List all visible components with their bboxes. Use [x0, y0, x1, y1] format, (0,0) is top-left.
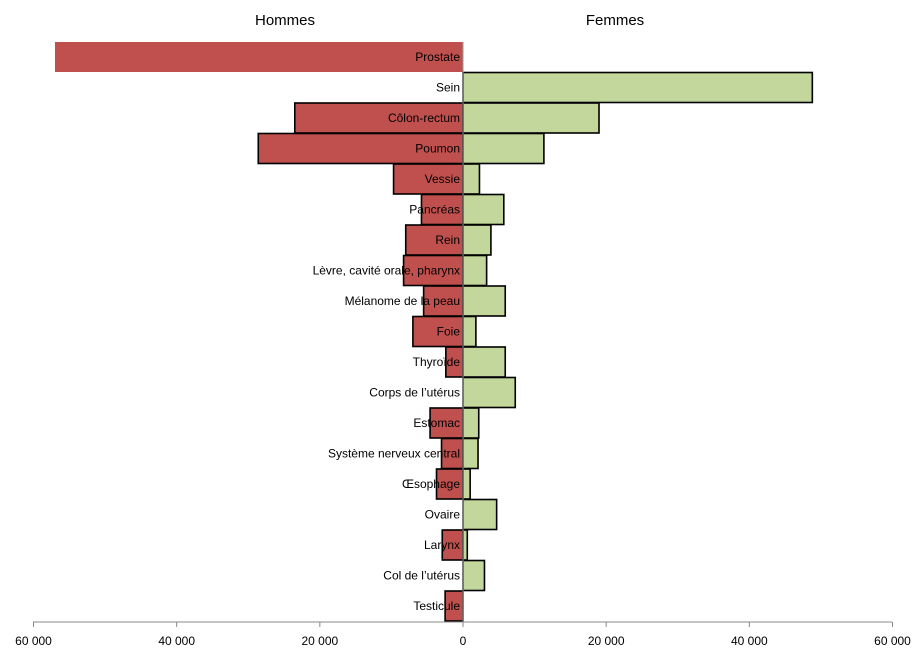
bar-femmes-sophage — [462, 468, 471, 500]
x-tick-label: 20 000 — [301, 634, 338, 648]
category-label-colon-rectum: Côlon-rectum — [388, 111, 460, 125]
x-tick-label: 60 000 — [15, 634, 52, 648]
category-label-foie: Foie — [437, 325, 461, 339]
bar-femmes-colon-rectum — [462, 102, 600, 134]
category-label-sein: Sein — [436, 81, 460, 95]
category-label-testicule: Testicule — [413, 599, 460, 613]
bars-femmes — [462, 71, 814, 592]
x-tick-label: 0 — [460, 634, 467, 648]
bar-femmes-thyroide — [462, 346, 507, 378]
bar-hommes-levre-cavite-orale-pharynx — [402, 254, 464, 287]
bar-femmes-foie — [462, 315, 477, 348]
category-label-pancreas: Pancréas — [409, 203, 460, 217]
category-label-vessie: Vessie — [425, 172, 461, 186]
bar-femmes-sein — [462, 71, 814, 104]
bar-femmes-pancreas — [462, 193, 505, 226]
category-label-systeme-nerveux-central: Système nerveux central — [328, 447, 460, 461]
bars-hommes — [54, 42, 464, 622]
bar-hommes-colon-rectum — [293, 102, 464, 134]
category-label-sophage: Œsophage — [402, 477, 460, 491]
bar-femmes-ovaire — [462, 498, 498, 531]
bar-femmes-poumon — [462, 132, 545, 165]
category-label-thyroide: Thyroïde — [413, 355, 461, 369]
category-label-ovaire: Ovaire — [425, 508, 461, 522]
series-heading-femmes: Femmes — [586, 12, 644, 29]
bar-femmes-rein — [462, 224, 492, 256]
bar-femmes-melanome-de-la-peau — [462, 285, 507, 317]
bar-hommes-prostate — [54, 42, 463, 72]
bar-femmes-col-de-l-uterus — [462, 559, 486, 592]
bar-femmes-systeme-nerveux-central — [462, 437, 479, 470]
bar-femmes-estomac — [462, 407, 480, 439]
bar-femmes-vessie — [462, 163, 481, 195]
series-heading-hommes: Hommes — [255, 12, 315, 29]
bar-femmes-corps-de-l-uterus — [462, 376, 517, 409]
category-label-col-de-l-uterus: Col de l’utérus — [383, 569, 460, 583]
category-label-poumon: Poumon — [415, 142, 460, 156]
x-tick-label: 20 000 — [588, 634, 625, 648]
category-label-melanome-de-la-peau: Mélanome de la peau — [345, 294, 460, 308]
category-label-larynx: Larynx — [424, 538, 460, 552]
category-label-rein: Rein — [435, 233, 460, 247]
category-label-levre-cavite-orale-pharynx: Lèvre, cavité orale, pharynx — [313, 264, 460, 278]
category-labels: Prostate Sein Côlon-rectum Poumon Vessie Panc… — [313, 50, 461, 613]
bar-femmes-levre-cavite-orale-pharynx — [462, 254, 488, 287]
x-tick-label: 40 000 — [731, 634, 768, 648]
category-label-prostate: Prostate — [415, 50, 460, 64]
x-tick-label: 40 000 — [158, 634, 195, 648]
bar-hommes-sophage — [435, 468, 464, 500]
category-label-estomac: Estomac — [413, 416, 460, 430]
bar-hommes-poumon — [257, 132, 464, 165]
x-axis-ticks: 60 000 40 000 20 000 0 20 000 40 000 60 000 — [15, 622, 911, 648]
bar-hommes-foie — [412, 315, 464, 348]
x-tick-label: 60 000 — [874, 634, 911, 648]
category-label-corps-de-l-uterus: Corps de l’utérus — [369, 386, 460, 400]
bar-femmes-larynx — [462, 529, 469, 561]
